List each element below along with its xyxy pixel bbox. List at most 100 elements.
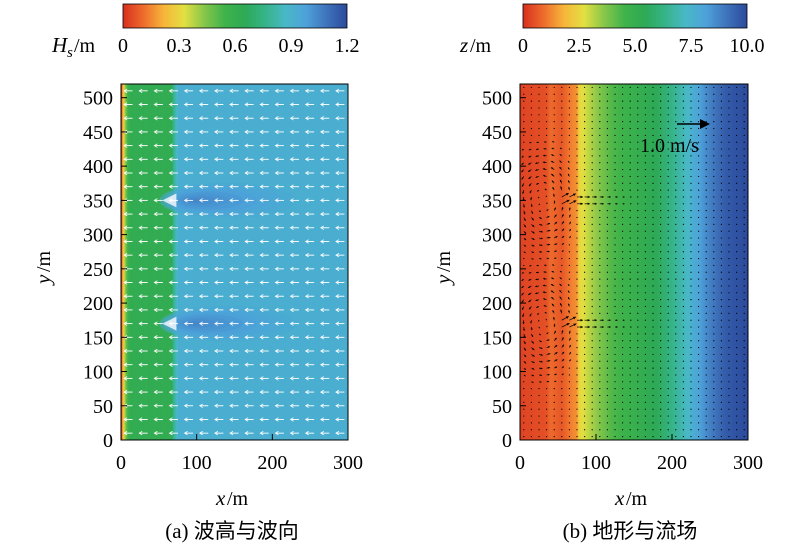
wave-vector-head — [320, 184, 325, 189]
current-vector — [629, 257, 631, 260]
current-vector-head — [559, 167, 562, 169]
current-vector — [622, 100, 624, 102]
current-vector — [705, 162, 707, 164]
current-vector — [743, 251, 745, 253]
current-vector — [629, 340, 631, 342]
current-vector — [584, 107, 586, 109]
current-vector — [682, 401, 685, 403]
current-vector — [690, 353, 692, 356]
field-strip — [524, 84, 527, 440]
current-vector — [546, 93, 548, 95]
current-vector-head — [554, 207, 556, 210]
wave-vector-head — [259, 143, 264, 148]
field-strip — [273, 84, 275, 440]
wave-height-field — [121, 84, 348, 440]
current-vector — [576, 148, 578, 150]
field-strip — [704, 84, 707, 440]
current-vector — [736, 196, 738, 198]
current-vector — [622, 340, 624, 342]
current-vector — [660, 100, 662, 102]
current-vector — [652, 299, 654, 301]
current-vector — [720, 155, 723, 157]
field-strip — [338, 84, 341, 440]
field-strip — [187, 84, 190, 440]
wave-vector-head — [229, 102, 234, 107]
field-strip — [311, 84, 314, 440]
wave-vector-head — [259, 266, 264, 271]
field-strip — [632, 84, 635, 440]
current-vector — [743, 230, 745, 232]
current-vector-head — [522, 322, 525, 325]
current-vector-head — [608, 319, 611, 322]
current-vector — [584, 230, 586, 232]
current-vector — [682, 93, 685, 95]
current-vector — [606, 134, 609, 136]
current-vector — [736, 292, 738, 294]
field-strip — [626, 84, 628, 440]
current-vector — [736, 340, 738, 342]
current-vector — [614, 415, 616, 417]
current-vector — [705, 264, 707, 267]
wave-vector-head — [153, 170, 158, 176]
current-vector — [629, 244, 631, 246]
current-vector — [644, 353, 647, 356]
current-vector — [690, 340, 692, 342]
current-vector — [713, 394, 715, 397]
current-vector — [713, 299, 715, 301]
current-vector — [690, 312, 692, 314]
current-vector — [667, 422, 669, 424]
current-vector-head — [547, 339, 550, 342]
wave-vector-head — [304, 403, 309, 408]
wave-vector-head — [123, 431, 128, 436]
current-vector — [523, 429, 525, 431]
field-strip — [667, 84, 669, 440]
current-vector — [682, 134, 685, 136]
field-strip — [656, 84, 659, 440]
current-vector — [576, 305, 578, 308]
current-vector — [622, 422, 624, 424]
current-vector — [728, 422, 730, 424]
current-vector — [743, 182, 745, 184]
current-vector-head — [532, 251, 534, 253]
wave-vector-head — [320, 211, 325, 217]
current-vector — [660, 312, 662, 314]
current-vector — [690, 127, 692, 130]
wave-vector-head — [320, 157, 325, 162]
current-vector — [667, 333, 669, 335]
current-vector — [599, 223, 601, 225]
current-vector — [644, 340, 647, 342]
current-vector — [736, 114, 738, 116]
wave-vector-head — [244, 417, 249, 422]
current-vector-head — [555, 243, 558, 246]
current-vector — [698, 401, 700, 403]
current-vector-head — [529, 307, 532, 310]
current-vector — [606, 353, 609, 356]
current-vector — [720, 237, 723, 239]
field-strip — [613, 84, 616, 440]
wave-vector-head — [320, 403, 325, 408]
current-vector — [622, 374, 624, 376]
current-vector — [553, 86, 555, 89]
current-vector — [614, 285, 616, 287]
current-vector — [644, 346, 647, 349]
current-vector-head — [608, 196, 611, 198]
wave-vector-head — [153, 389, 158, 395]
current-vector — [606, 189, 609, 191]
field-strip — [151, 84, 154, 440]
current-vector — [530, 107, 533, 109]
field-strip — [301, 84, 304, 440]
current-vector — [736, 381, 738, 383]
wave-vector-head — [244, 88, 249, 93]
wave-vector-head — [335, 431, 340, 436]
field-strip — [212, 84, 215, 440]
current-vector — [743, 435, 745, 438]
current-vector — [690, 86, 692, 89]
current-vector — [667, 340, 669, 342]
current-vector — [675, 381, 677, 383]
current-vector — [652, 244, 654, 246]
field-strip — [295, 84, 298, 440]
current-vector-head — [551, 160, 554, 163]
current-vector — [728, 278, 730, 280]
current-vector — [606, 127, 609, 130]
current-vector-head — [522, 307, 524, 310]
